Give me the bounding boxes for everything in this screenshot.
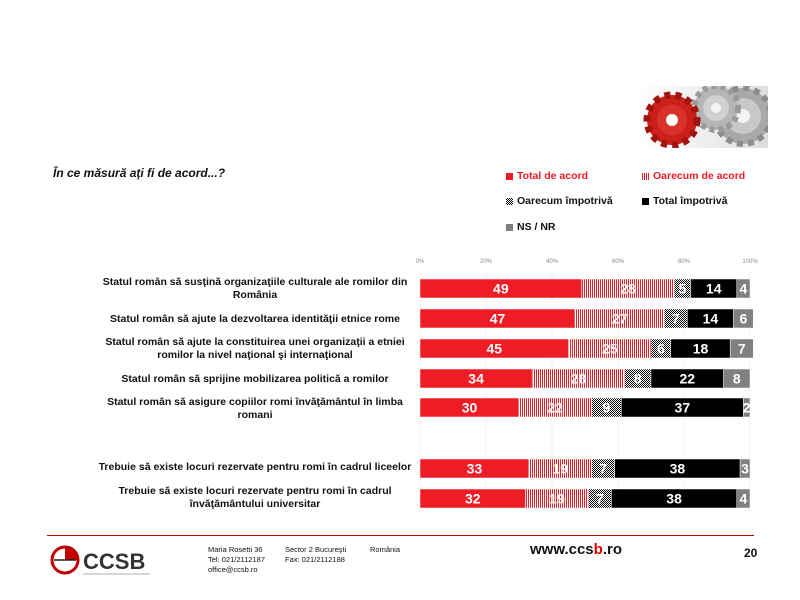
bar-value-label: 6 [740, 311, 748, 327]
website-prefix: www.ccs [530, 541, 594, 558]
category-label: Statul român să asigure copiilor romi în… [107, 396, 403, 421]
bar-value-label: 38 [666, 491, 682, 507]
legend-label: Total de acord [517, 170, 588, 182]
category-label: Trebuie să existe locuri rezervate pentr… [98, 461, 412, 473]
bar-value-label: 8 [634, 371, 642, 387]
bar-value-label: 22 [680, 371, 696, 387]
legend-swatch [642, 172, 649, 180]
website-highlight: b [593, 541, 603, 558]
bar-segment [723, 368, 751, 389]
legend-label: Oarecum împotrivă [517, 195, 613, 207]
address-street: Maria Rosetti 36 [208, 545, 263, 554]
bar-value-label: 37 [675, 400, 691, 416]
bar-value-label: 18 [693, 341, 709, 357]
legend-label: Oarecum de acord [653, 170, 746, 182]
bar-value-label: 9 [603, 400, 611, 416]
legend-item-ns-nr: NS / NR [506, 221, 556, 233]
logo-text: CCSB [83, 549, 145, 574]
bar-value-label: 45 [486, 341, 502, 357]
bar-value-label: 7 [596, 491, 604, 507]
legend-label: NS / NR [517, 221, 556, 233]
address-sector: Sector 2 Bucureşti [285, 545, 347, 554]
legend-swatch [506, 197, 513, 205]
footer-address: Maria Rosetti 36 Tel: 021/2112187 office… [208, 545, 265, 575]
bar-segment [736, 488, 751, 509]
website-suffix: .ro [602, 541, 622, 558]
bar-value-label: 49 [493, 281, 509, 297]
legend-item-oarecum-de-acord: Oarecum de acord [642, 170, 745, 182]
address-tel: Tel: 021/2112187 [208, 555, 265, 564]
bar-value-label: 32 [465, 491, 481, 507]
bar-value-label: 5 [678, 281, 686, 297]
footer-country: România [370, 545, 401, 554]
category-label: Statul român să ajute la constituirea un… [105, 336, 405, 361]
x-tick-label: 40% [545, 259, 558, 265]
bar-value-label: 4 [740, 491, 748, 507]
legend-item-total-de-acord: Total de acord [506, 170, 588, 182]
bar-segment [743, 397, 751, 418]
bar-value-label: 7 [672, 311, 680, 327]
category-label: Trebuie să existe locuri rezervate pentr… [118, 485, 392, 510]
footer-divider [47, 535, 754, 536]
legend-item-oarecum-impotriva: Oarecum împotrivă [506, 195, 613, 207]
bar-value-label: 3 [741, 461, 749, 477]
bar-value-label: 34 [468, 371, 484, 387]
bar-segment [733, 308, 754, 329]
legend-swatch [642, 197, 649, 205]
legend-item-total-impotriva: Total împotrivă [642, 195, 727, 207]
bar-value-label: 2 [743, 400, 751, 416]
bar-value-label: 19 [552, 461, 568, 477]
bar-segment [729, 338, 754, 359]
x-tick-label: 80% [677, 259, 690, 265]
bar-segment [739, 458, 751, 479]
category-label: Statul român să ajute la dezvoltarea ide… [109, 313, 400, 325]
bar-value-label: 7 [599, 461, 607, 477]
bar-value-label: 14 [703, 311, 719, 327]
bar-segment [736, 278, 751, 299]
bar-value-label: 27 [612, 311, 628, 327]
bar-value-label: 28 [620, 281, 636, 297]
page-number: 20 [744, 546, 758, 560]
footer-address-2: Sector 2 Bucureşti Fax: 021/2112188 [285, 545, 346, 565]
bar-value-label: 25 [602, 341, 618, 357]
bar-value-label: 22 [548, 400, 564, 416]
legend-swatch [506, 172, 513, 180]
bar-value-label: 38 [670, 461, 686, 477]
address-email: office@ccsb.ro [208, 565, 258, 574]
bar-value-label: 6 [657, 341, 665, 357]
bar-value-label: 47 [490, 311, 506, 327]
gears-image [638, 86, 768, 148]
bar-value-label: 7 [738, 341, 746, 357]
bar-value-label: 33 [467, 461, 483, 477]
website-link[interactable]: www.ccsb.ro [530, 541, 622, 558]
category-label: Statul român să susţină organizaţiile cu… [102, 276, 408, 301]
bar-value-label: 8 [733, 371, 741, 387]
bar-value-label: 30 [462, 400, 478, 416]
bar-value-label: 14 [706, 281, 722, 297]
legend-label: Total împotrivă [653, 195, 728, 207]
x-tick-label: 100% [742, 259, 758, 265]
question-heading: În ce măsură aţi fi de acord...? [53, 166, 226, 180]
bar-value-label: 19 [549, 491, 565, 507]
bar-value-label: 4 [740, 281, 748, 297]
x-tick-label: 0% [415, 259, 425, 265]
ccsb-logo: CCSB [50, 545, 150, 575]
address-fax: Fax: 021/2112188 [285, 555, 345, 564]
legend-swatch [506, 223, 513, 231]
x-tick-label: 20% [479, 259, 492, 265]
bar-value-label: 28 [571, 371, 587, 387]
category-label: Statul român să sprijine mobilizarea pol… [121, 373, 389, 385]
x-tick-label: 60% [611, 259, 624, 265]
